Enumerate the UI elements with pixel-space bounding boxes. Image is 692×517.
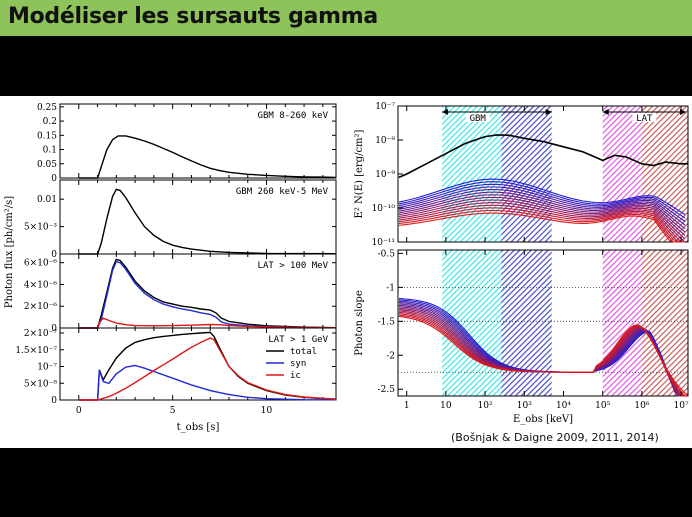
model-spectrum — [398, 181, 686, 219]
band-arrowhead — [602, 109, 609, 115]
series-line — [78, 135, 337, 179]
panel-frame — [397, 249, 689, 397]
model-spectrum — [398, 178, 686, 215]
model-spectrum — [398, 204, 685, 243]
y-tick-label: 10⁻⁷ — [375, 102, 395, 112]
panel-frame — [59, 327, 337, 401]
y-tick-label: 0 — [51, 174, 57, 184]
y-tick-label: 5×10⁻⁸ — [24, 379, 57, 389]
x-tick-label: 10⁵ — [595, 401, 610, 411]
y-tick-label: 2×10⁻⁶ — [24, 302, 57, 312]
x-axis-label: t_obs [s] — [177, 422, 220, 433]
x-tick-label: 5 — [170, 406, 176, 416]
top-y-axis-label: E² N(E) [erg/cm²] — [354, 129, 365, 218]
energy-band — [602, 250, 642, 396]
title-bar: Modéliser les sursauts gamma — [0, 0, 692, 36]
legend-label: total — [290, 347, 317, 357]
x-tick-label: 10³ — [517, 401, 532, 411]
panel-label: LAT > 1 GeV — [268, 335, 328, 345]
panel-label: LAT > 100 MeV — [258, 261, 329, 271]
series-line — [78, 188, 337, 255]
model-spectrum — [398, 199, 686, 243]
model-spectrum — [398, 202, 686, 243]
band-label-bg — [465, 113, 490, 122]
bottom-y-axis-label: Photon slope — [354, 290, 365, 356]
y-tick-label: -0.5 — [378, 249, 396, 259]
y-tick-label: -1 — [386, 283, 395, 293]
energy-band — [641, 250, 688, 396]
series-line — [78, 260, 337, 329]
y-tick-label: 0.1 — [43, 146, 57, 156]
y-tick-label: -1.5 — [378, 317, 396, 327]
series-line — [78, 337, 337, 401]
model-spectrum — [398, 212, 685, 243]
y-tick-label: 6×10⁻⁶ — [24, 259, 57, 269]
x-tick-label: 10⁷ — [674, 401, 689, 411]
y-tick-label: 10⁻¹¹ — [372, 238, 395, 248]
y-tick-label: -2.5 — [378, 385, 396, 395]
y-tick-label: 0 — [51, 324, 57, 334]
y-tick-label: 0.01 — [37, 195, 57, 205]
x-tick-label: 10 — [440, 401, 452, 411]
x-tick-label: 0 — [76, 406, 82, 416]
band-label: GBM — [470, 114, 487, 124]
light-curves-chart: 0 0.05 0.1 0.15 0.2 0.25 GBM 8-260 keV 0 5×10⁻³ 0… — [4, 103, 337, 433]
panel-label: GBM 8-260 keV — [258, 111, 329, 121]
y-tick-label: 0 — [51, 396, 57, 406]
y-tick-label: 5×10⁻³ — [24, 223, 57, 233]
legend-label: syn — [290, 359, 306, 369]
panel-frame — [59, 103, 337, 179]
energy-band — [442, 106, 502, 242]
y-tick-label: 0 — [51, 250, 57, 260]
band-arrowhead — [545, 109, 552, 115]
model-spectrum — [398, 183, 686, 222]
slide-title: Modéliser les sursauts gamma — [8, 4, 378, 29]
y-tick-label: 10⁻⁸ — [375, 136, 395, 146]
model-spectrum — [398, 189, 686, 230]
y-tick-label: 10⁻¹⁰ — [372, 204, 396, 214]
figure-svg: 0 0.05 0.1 0.15 0.2 0.25 GBM 8-260 keV 0 5×10⁻³ 0… — [4, 102, 689, 444]
x-tick-label: 10⁶ — [634, 401, 649, 411]
slope-curve — [398, 315, 688, 396]
y-tick-label: 4×10⁻⁶ — [24, 280, 57, 290]
figure-area: 0 0.05 0.1 0.15 0.2 0.25 GBM 8-260 keV 0 5×10⁻³ 0… — [0, 96, 692, 448]
y-tick-label: 0.05 — [37, 160, 57, 170]
model-spectrum — [398, 194, 686, 236]
x-tick-label: 1 — [404, 401, 410, 411]
y-tick-label: 0.25 — [37, 103, 57, 113]
x-tick-label: 10⁴ — [556, 401, 571, 411]
legend-label: ic — [290, 371, 301, 381]
series-line — [78, 317, 337, 329]
series-line — [78, 364, 337, 401]
model-spectrum — [398, 196, 686, 240]
y-tick-label: 2×10⁻⁷ — [24, 329, 57, 339]
energy-band — [442, 250, 502, 396]
y-tick-label: -2 — [386, 351, 395, 361]
x-tick-label: 10 — [261, 406, 273, 416]
spectra-chart: GBM LAT 10⁻¹¹ 10⁻¹⁰ 10⁻⁹ 10⁻⁸ 10⁻⁷ E² N(E) [erg… — [354, 102, 689, 425]
model-spectrum — [398, 191, 686, 233]
model-spectrum — [398, 186, 686, 226]
y-tick-label: 1.5×10⁻⁷ — [15, 346, 57, 356]
x-tick-label: 10² — [478, 401, 493, 411]
y-axis-label: Photon flux [ph/cm²/s] — [4, 196, 15, 308]
model-spectrum — [398, 209, 685, 243]
energy-band — [501, 250, 552, 396]
y-tick-label: 0.2 — [43, 117, 57, 127]
energy-band — [501, 106, 552, 242]
band-arrowhead — [442, 109, 449, 115]
total-spectrum — [398, 134, 688, 179]
y-tick-label: 10⁻⁹ — [375, 170, 395, 180]
energy-band — [602, 106, 642, 242]
y-tick-label: 0.15 — [37, 131, 57, 141]
model-spectrum — [398, 207, 685, 243]
y-tick-label: 10⁻⁷ — [37, 363, 57, 373]
band-label-bg — [632, 113, 657, 122]
x-axis-label: E_obs [keV] — [513, 414, 573, 425]
citation: (Bošnjak & Daigne 2009, 2011, 2014) — [451, 431, 659, 444]
panel-label: GBM 260 keV-5 MeV — [236, 187, 329, 197]
band-label: LAT — [636, 114, 653, 124]
